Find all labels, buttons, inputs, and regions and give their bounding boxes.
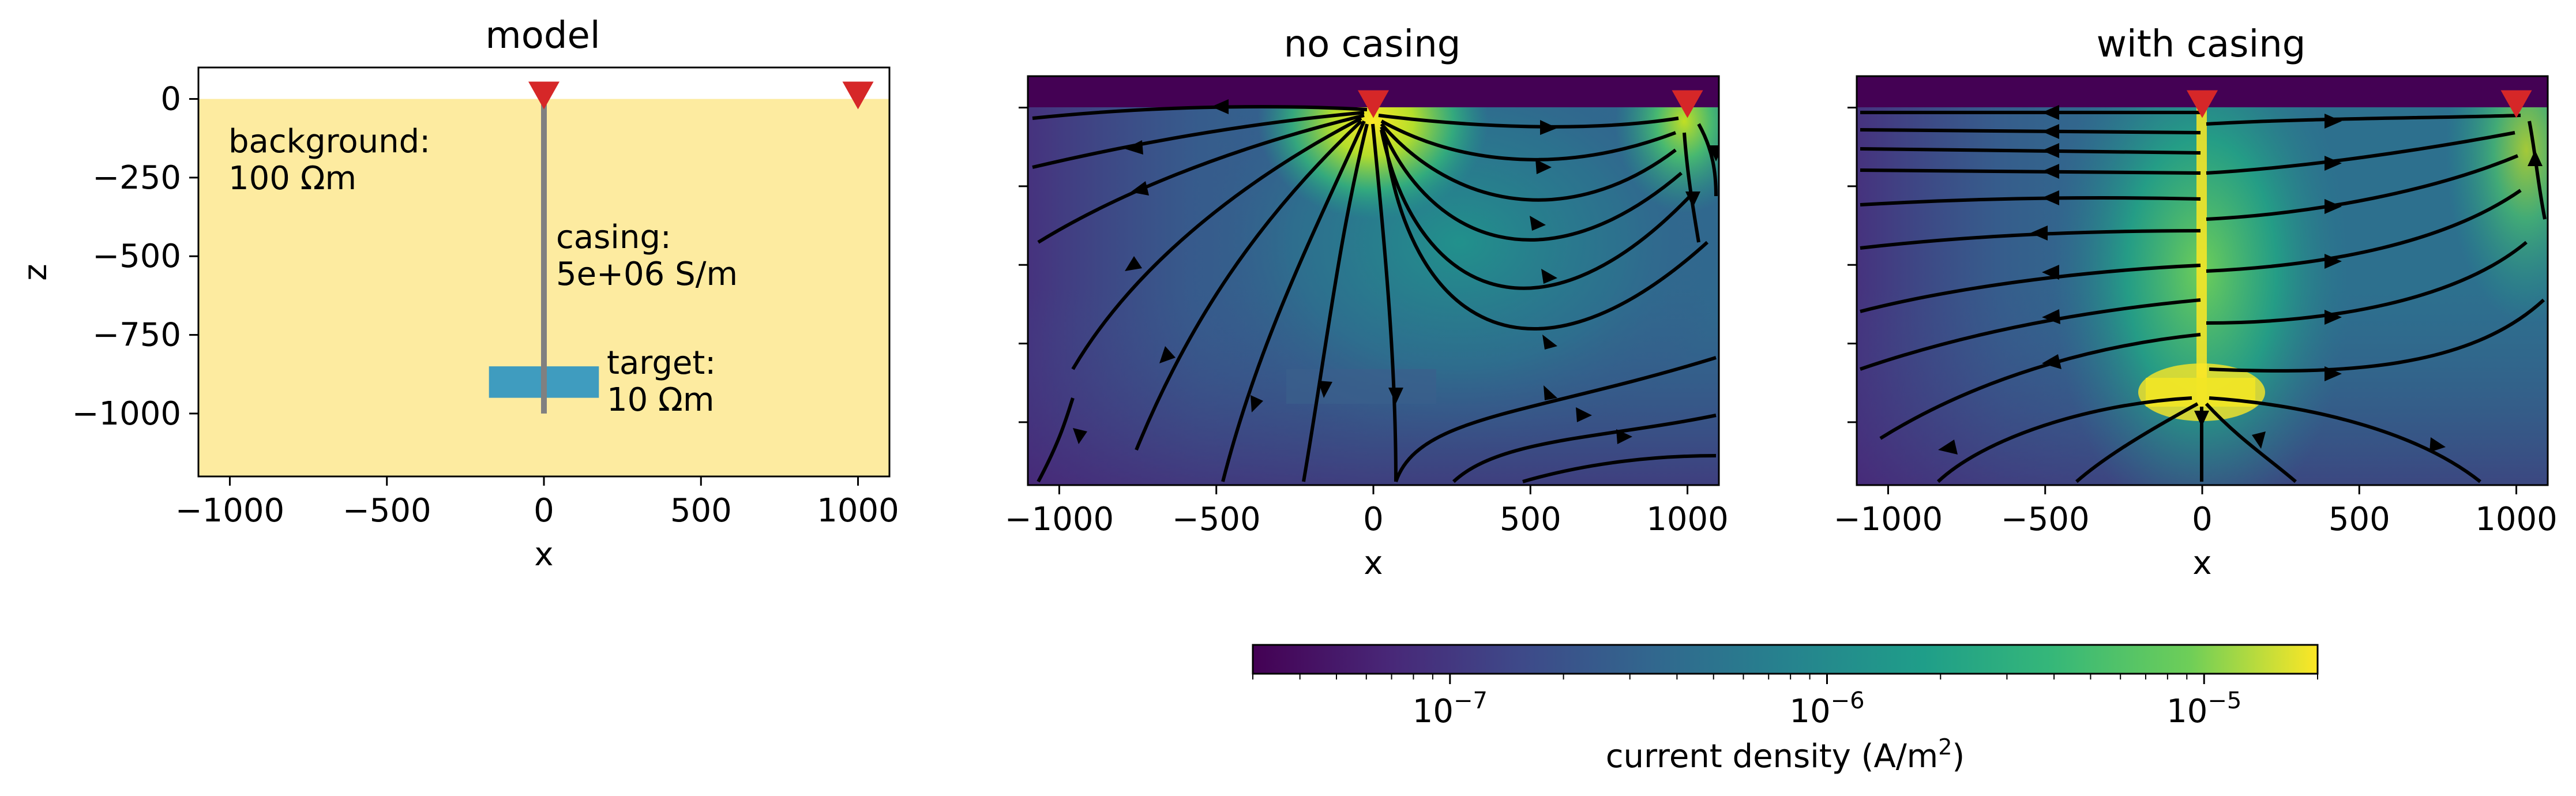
- no-casing-panel: no casing: [1005, 23, 1729, 582]
- model-xtick-label: 1000: [817, 492, 899, 530]
- colorbar-tick-label: 10−6: [1789, 688, 1864, 730]
- with-casing-xtick-label: 1000: [2475, 501, 2558, 538]
- with-casing-panel: with casing: [1834, 23, 2558, 582]
- with-casing-x-ticks: −1000 −500 0 500 1000: [1834, 485, 2558, 538]
- casing-label-line2: 5e+06 S/m: [556, 256, 738, 293]
- no-casing-xlabel: x: [1364, 545, 1383, 582]
- with-casing-arrowheads: [1938, 105, 2543, 455]
- no-casing-source-markers: [1358, 90, 1703, 118]
- target-label-line2: 10 Ωm: [607, 381, 714, 419]
- colorbar-gradient: [1252, 644, 2319, 675]
- no-casing-xtick-label: 1000: [1646, 501, 1729, 538]
- with-casing-xtick-label: −1000: [1834, 501, 1943, 538]
- model-ytick-label: −1000: [72, 395, 181, 433]
- model-casing-line: [541, 99, 547, 414]
- model-panel: model −1000 −500 0 500 1000 0 −250 −500 −750 −10…: [17, 14, 899, 573]
- with-casing-source-marker: [2500, 90, 2532, 118]
- no-casing-xtick-label: −500: [1172, 501, 1261, 538]
- model-xtick-label: 500: [670, 492, 732, 530]
- model-xtick-label: −1000: [175, 492, 284, 530]
- model-x-ticks: −1000 −500 0 500 1000: [175, 476, 899, 530]
- model-source-marker: [528, 81, 559, 110]
- model-title: model: [485, 14, 600, 57]
- with-casing-heatmap: [1857, 76, 2548, 485]
- no-casing-y-ticks: [1019, 107, 1028, 423]
- with-casing-xtick-label: 0: [2192, 501, 2213, 538]
- with-casing-source-marker: [2187, 90, 2218, 118]
- model-xtick-label: 0: [534, 492, 554, 530]
- with-casing-title: with casing: [2097, 23, 2306, 66]
- no-casing-title: no casing: [1284, 23, 1461, 66]
- no-casing-x-ticks: −1000 −500 0 500 1000: [1005, 485, 1729, 538]
- no-casing-xtick-label: 0: [1363, 501, 1384, 538]
- colorbar-ticks: 10−7 10−6 10−5: [1252, 674, 2318, 730]
- model-ytick-label: −250: [92, 159, 181, 197]
- model-ylabel: z: [17, 264, 54, 280]
- model-xtick-label: −500: [343, 492, 431, 530]
- model-ytick-label: 0: [160, 81, 181, 118]
- with-casing-xtick-label: −500: [2001, 501, 2090, 538]
- model-ytick-label: −500: [92, 238, 181, 275]
- no-casing-xtick-label: −1000: [1005, 501, 1114, 538]
- casing-label-line1: casing:: [556, 219, 671, 256]
- with-casing-xtick-label: 500: [2329, 501, 2390, 538]
- no-casing-heatmap: [1028, 76, 1719, 485]
- model-ytick-label: −750: [92, 317, 181, 354]
- background-label-line2: 100 Ωm: [228, 160, 356, 197]
- target-label-line1: target:: [607, 344, 716, 382]
- with-casing-y-ticks: [1847, 107, 1857, 423]
- no-casing-xtick-label: 500: [1500, 501, 1561, 538]
- model-source-marker: [842, 81, 874, 110]
- with-casing-xlabel: x: [2192, 545, 2211, 582]
- no-casing-source-marker: [1358, 90, 1389, 118]
- colorbar-tick-label: 10−7: [1413, 688, 1488, 730]
- model-y-ticks: 0 −250 −500 −750 −1000: [72, 81, 198, 433]
- colorbar-label: current density (A/m2): [1606, 734, 1965, 775]
- with-casing-streamlines: [1860, 111, 2547, 483]
- with-casing-source-markers: [2187, 90, 2532, 118]
- background-label-line1: background:: [228, 123, 430, 160]
- no-casing-arrowheads: [1073, 99, 1719, 444]
- no-casing-source-marker: [1672, 90, 1703, 118]
- colorbar-tick-label: 10−5: [2166, 688, 2241, 730]
- model-source-markers: [528, 81, 874, 110]
- no-casing-streamlines: [1032, 105, 1718, 483]
- model-xlabel: x: [534, 536, 553, 573]
- colorbar: 10−7 10−6 10−5 current density (A/m2): [1252, 644, 2319, 775]
